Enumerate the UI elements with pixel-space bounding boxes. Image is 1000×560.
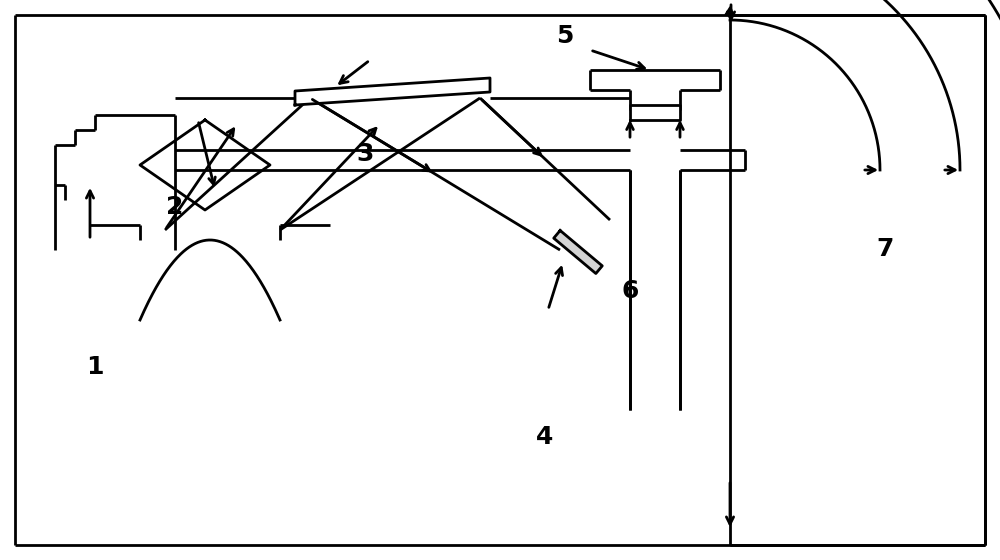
Text: 2: 2 — [166, 195, 184, 219]
Text: 7: 7 — [876, 237, 894, 261]
Text: 6: 6 — [621, 279, 639, 303]
Text: 1: 1 — [86, 355, 104, 379]
Polygon shape — [295, 78, 490, 105]
Text: 5: 5 — [556, 25, 574, 48]
Text: 3: 3 — [356, 142, 374, 166]
Polygon shape — [554, 231, 602, 273]
Polygon shape — [630, 105, 680, 120]
Text: 4: 4 — [536, 425, 554, 449]
